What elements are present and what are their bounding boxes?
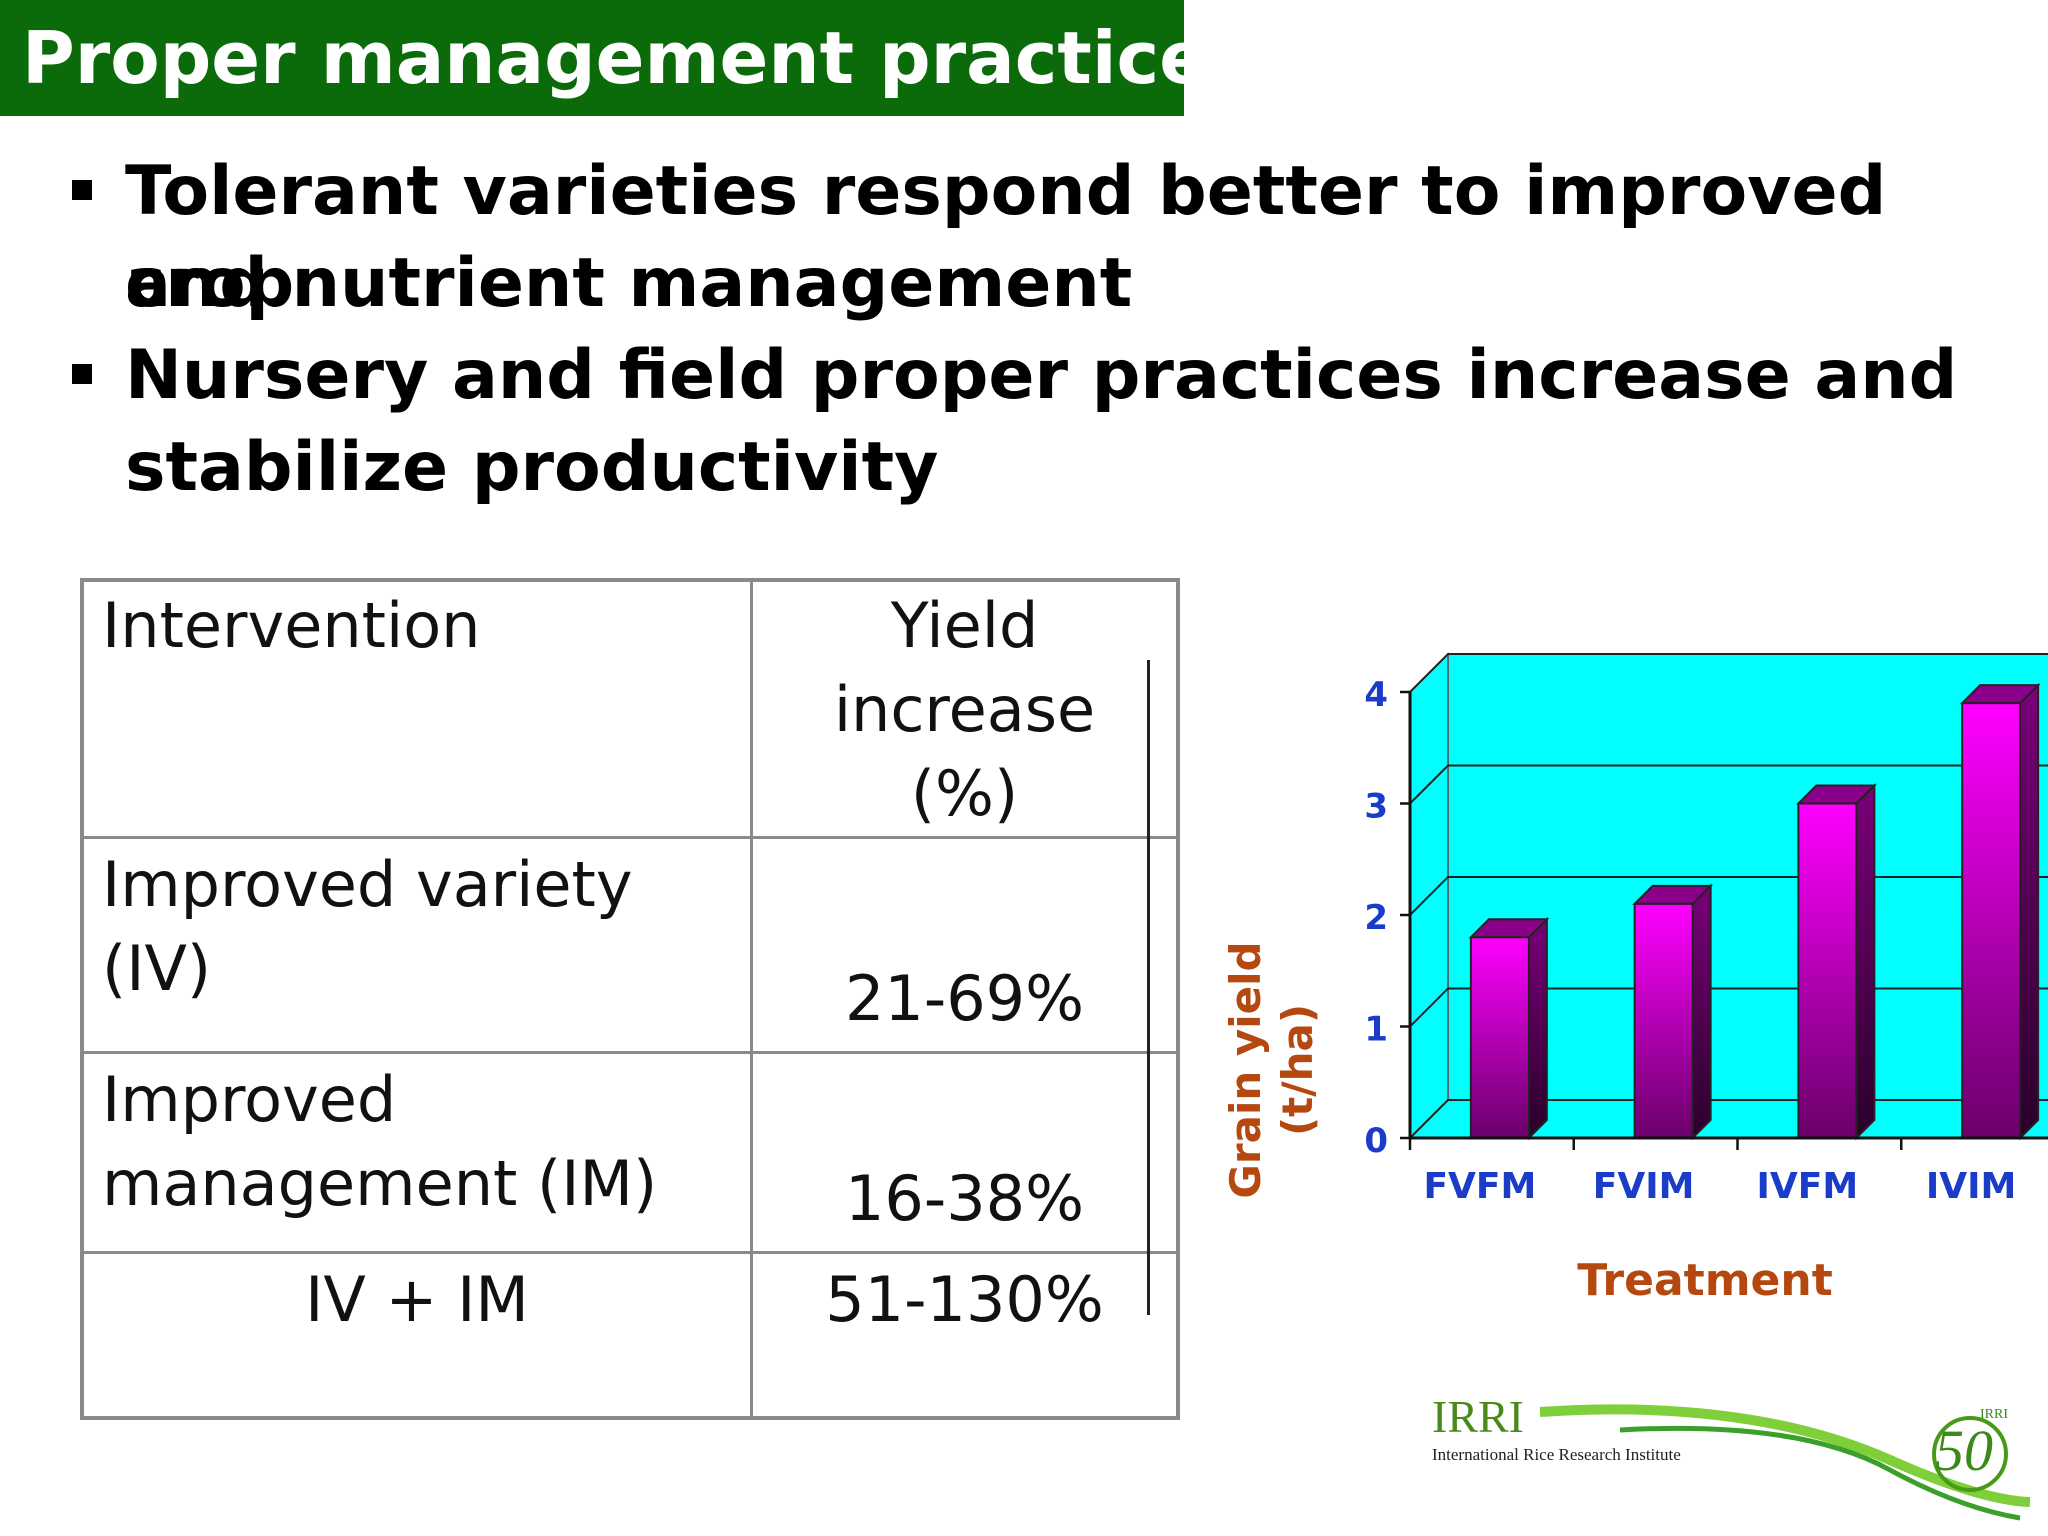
- gridline: [1409, 987, 2048, 1028]
- x-tick-label: FVFM: [1423, 1166, 1536, 1207]
- logo-anniversary-number: 50: [1935, 1418, 1993, 1483]
- y-tick-label: 1: [1364, 1010, 1388, 1050]
- bar-side: [1527, 916, 1548, 1141]
- y-tick-label: 2: [1364, 898, 1388, 938]
- x-tick-label: IVFM: [1757, 1166, 1859, 1207]
- irri-logo: IRRI International Rice Research Institu…: [1420, 1390, 2040, 1530]
- grain-yield-chart: 0 1 2 3 4 FVFM FVIM IVFM IVIM Treatment Grain y…: [1190, 640, 2048, 1320]
- row-value-iv-im: 51-130%: [750, 1251, 1180, 1419]
- bar: [1795, 783, 1877, 1141]
- y-axis-title: Grain yield (t/ha): [1221, 941, 1322, 1198]
- bar: [1468, 916, 1550, 1141]
- irri-logo-graphic: IRRI International Rice Research Institu…: [1432, 1391, 2031, 1521]
- table-row: Improved management (IM) 16-38%: [80, 1051, 1180, 1254]
- logo-swoosh: [1539, 1404, 2031, 1507]
- bar-side: [1691, 883, 1712, 1141]
- y-tick-label: 3: [1364, 787, 1388, 827]
- table-row: Improved variety (IV) 21-69%: [80, 836, 1180, 1054]
- row-intervention-im: Improved management (IM): [80, 1051, 753, 1254]
- table-row: IV + IM 51-130%: [80, 1251, 1180, 1419]
- x-tick-label: FVIM: [1593, 1166, 1695, 1207]
- y-axis-title-line-2: (t/ha): [1273, 1004, 1322, 1136]
- bullet-2-line-1: Nursery and field proper practices incre…: [125, 336, 1958, 415]
- bar-front: [1469, 936, 1530, 1139]
- bullet-1-line-1: Tolerant varieties respond better to imp…: [125, 152, 1887, 323]
- logo-anniversary-badge: IRRI: [1980, 1407, 2008, 1422]
- y-tick-labels: 0 1 2 3 4: [1364, 675, 1388, 1161]
- y-tick-label: 4: [1364, 675, 1388, 715]
- header-intervention: Intervention: [80, 578, 753, 839]
- axes: [1400, 690, 2048, 1150]
- bar: [1632, 883, 1714, 1141]
- bar-side: [1855, 783, 1876, 1141]
- logo-acronym: IRRI: [1432, 1391, 1524, 1442]
- bar-front: [1633, 902, 1694, 1139]
- bullet-square-icon: [72, 364, 92, 384]
- gridline: [1409, 764, 2048, 805]
- gridline: [1409, 653, 2048, 693]
- gridlines: [1409, 653, 2048, 1139]
- x-tick-labels: FVFM FVIM IVFM IVIM: [1423, 1166, 2016, 1207]
- bullet-square-icon: [72, 180, 92, 200]
- gridline: [1409, 1099, 2048, 1139]
- bar: [1959, 682, 2041, 1141]
- gridline: [1409, 876, 2048, 916]
- row-intervention-iv: Improved variety (IV): [80, 836, 753, 1054]
- y-tick-label: 0: [1364, 1121, 1388, 1161]
- bars: [1468, 682, 2041, 1141]
- logo-anniversary-ring: [1932, 1416, 2008, 1492]
- slide-title: Proper management practices: [22, 16, 1251, 100]
- x-axis-title: Treatment: [1577, 1255, 1833, 1306]
- x-tick-label: IVIM: [1926, 1166, 2016, 1207]
- table-divider-line: [1147, 660, 1150, 1315]
- bullet-2-line-2: stabilize productivity: [125, 428, 939, 507]
- bar-side: [2019, 682, 2040, 1141]
- bullet-1-line-2: and nutrient management: [125, 244, 1133, 323]
- yield-table: Intervention Yield increase (%) Improved…: [80, 578, 1180, 1420]
- table-header-row: Intervention Yield increase (%): [80, 578, 1180, 839]
- chart-svg: 0 1 2 3 4 FVFM FVIM IVFM IVIM Treatment Grain y…: [1221, 652, 2048, 1306]
- row-value-im: 16-38%: [750, 1051, 1180, 1254]
- y-axis-title-line-1: Grain yield: [1221, 941, 1270, 1198]
- row-intervention-iv-im: IV + IM: [80, 1251, 753, 1419]
- title-bar: Proper management practices: [0, 0, 1251, 116]
- bar-front: [1797, 802, 1858, 1139]
- row-value-iv: 21-69%: [750, 836, 1180, 1054]
- bar-front: [1961, 702, 2022, 1140]
- logo-full-name: International Rice Research Institute: [1432, 1445, 1681, 1464]
- logo-swoosh-inner: [1619, 1425, 2021, 1521]
- header-yield-increase: Yield increase (%): [750, 578, 1180, 839]
